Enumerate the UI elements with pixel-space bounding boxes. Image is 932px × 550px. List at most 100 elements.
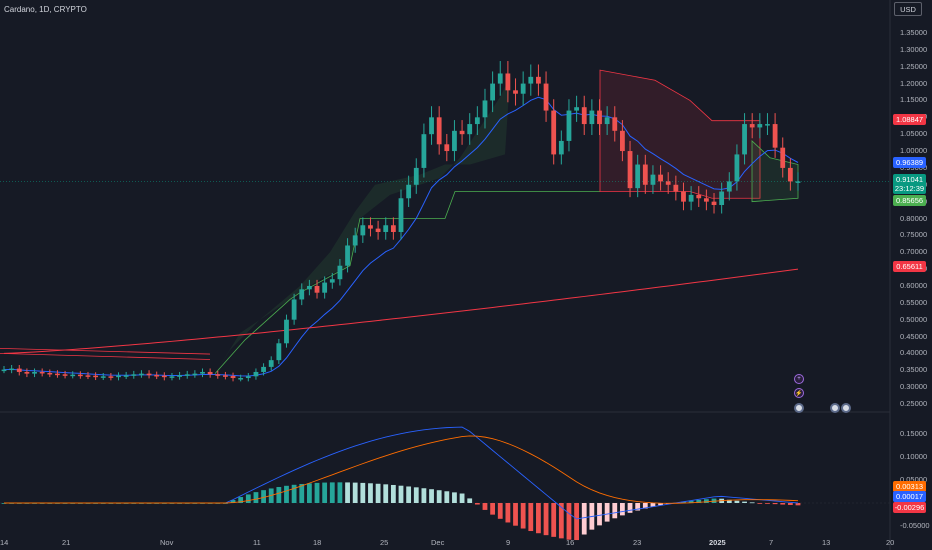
- candles: [1, 61, 801, 382]
- candle-body: [749, 124, 755, 128]
- macd-histogram-bar: [337, 482, 343, 503]
- candle-body: [474, 117, 480, 125]
- macd-histogram-bar: [566, 503, 572, 540]
- macd-histogram-bar: [474, 503, 480, 505]
- macd-histogram-bar: [780, 503, 786, 505]
- candle-body: [154, 374, 160, 377]
- macd-tick-label: 0.15000: [900, 429, 928, 438]
- macd-histogram-bar: [505, 503, 511, 523]
- candle-body: [787, 167, 793, 182]
- candle-body: [650, 174, 656, 185]
- currency-button[interactable]: USD: [894, 2, 922, 16]
- candle-body: [238, 378, 244, 380]
- macd-histogram-bar: [329, 482, 335, 503]
- candle-body: [627, 151, 633, 189]
- time-tick-label: 23: [633, 538, 642, 547]
- candle-body: [70, 374, 76, 377]
- candle-body: [719, 191, 725, 206]
- candle-body: [597, 110, 602, 125]
- macd-histogram-bar: [604, 503, 610, 522]
- macd-histogram-bar: [345, 482, 350, 503]
- macd-histogram-badge: -0.00296: [893, 502, 926, 513]
- candle-body: [604, 117, 610, 125]
- candle-body: [268, 360, 274, 367]
- candle-body: [642, 164, 648, 185]
- candle-body: [123, 375, 129, 377]
- macd-histogram-bar: [291, 484, 297, 503]
- candle-body: [765, 124, 770, 126]
- macd-tick-label: 0.10000: [900, 452, 928, 461]
- macd-histogram-bar: [375, 483, 381, 503]
- cloud-lower-line: [214, 191, 600, 374]
- candle-body: [200, 371, 205, 374]
- candle-body: [390, 225, 396, 232]
- macd-histogram-bar: [558, 503, 564, 539]
- macd-histogram-bar: [436, 490, 442, 503]
- macd-histogram-bar: [612, 503, 618, 519]
- plus-icon[interactable]: +: [794, 374, 804, 384]
- time-tick-label: 25: [380, 538, 389, 547]
- macd-histogram-bar: [757, 503, 763, 504]
- candle-body: [108, 376, 114, 378]
- cloud-top-price-badge: 1.08847: [893, 114, 926, 125]
- lightning-icon[interactable]: ⚡: [794, 388, 804, 398]
- price-tick-label: 1.00000: [900, 146, 928, 156]
- price-tick-label: 0.70000: [900, 247, 928, 257]
- macd-histogram-bar: [245, 494, 251, 503]
- macd-histogram-bar: [551, 503, 557, 537]
- macd-histogram-bar: [352, 482, 358, 503]
- candle-body: [116, 375, 121, 378]
- macd-histogram-bar: [734, 500, 740, 503]
- candle-body: [421, 134, 427, 168]
- price-tick-label: 0.55000: [900, 297, 928, 307]
- price-tick-label: 0.30000: [900, 382, 928, 392]
- cloud-bottom-price: 0.85656: [895, 196, 924, 205]
- symbol-title[interactable]: Cardano, 1D, CRYPTO: [4, 5, 87, 14]
- macd-histogram-bar: [452, 492, 457, 503]
- candle-body: [711, 201, 717, 206]
- time-tick-label: 18: [313, 538, 322, 547]
- candle-body: [55, 373, 60, 376]
- macd-histogram-bar: [421, 488, 427, 503]
- candle-body: [77, 374, 83, 377]
- candle-body: [207, 371, 213, 375]
- candle-body: [681, 191, 686, 202]
- macd-histogram-bar: [688, 500, 694, 503]
- price-tick-label: 0.60000: [900, 280, 928, 290]
- macd-histogram-bar: [681, 501, 686, 503]
- us-flag-icon[interactable]: [830, 403, 840, 413]
- macd-line: [4, 426, 799, 520]
- candle-body: [520, 83, 526, 94]
- time-tick-label: 9: [506, 538, 511, 547]
- macd-histogram-bar: [490, 503, 496, 515]
- candle-body: [413, 167, 419, 185]
- macd-histogram-bar: [444, 491, 450, 503]
- candle-body: [505, 73, 511, 91]
- candle-body: [383, 225, 389, 232]
- candle-body: [398, 198, 404, 232]
- time-tick-label: Nov: [160, 538, 174, 547]
- price-tick-label: 0.50000: [900, 314, 928, 324]
- macd-histogram-bar: [520, 503, 526, 529]
- candle-body: [566, 110, 572, 141]
- candle-body: [291, 299, 297, 320]
- candle-body: [406, 184, 412, 199]
- band-line: [0, 347, 211, 355]
- macd-histogram-bar: [742, 501, 747, 503]
- macd-tick-label: -0.05000: [900, 521, 930, 530]
- macd-pane: [0, 426, 890, 541]
- candle-body: [230, 376, 236, 379]
- candle-body: [184, 374, 190, 376]
- macd-histogram-bar: [230, 500, 236, 503]
- time-tick-label: 16: [566, 538, 575, 547]
- candle-body: [100, 376, 106, 378]
- price-tick-label: 0.45000: [900, 331, 928, 341]
- macd-histogram-bar: [627, 503, 633, 513]
- us-flag-icon[interactable]: [794, 403, 804, 413]
- time-tick-label: 11: [253, 538, 261, 547]
- us-flag-icon[interactable]: [841, 403, 851, 413]
- macd-histogram-bar: [322, 482, 328, 503]
- last-price-badge: 0.91041 23:12:39: [893, 174, 926, 194]
- macd-histogram-bar: [543, 503, 549, 536]
